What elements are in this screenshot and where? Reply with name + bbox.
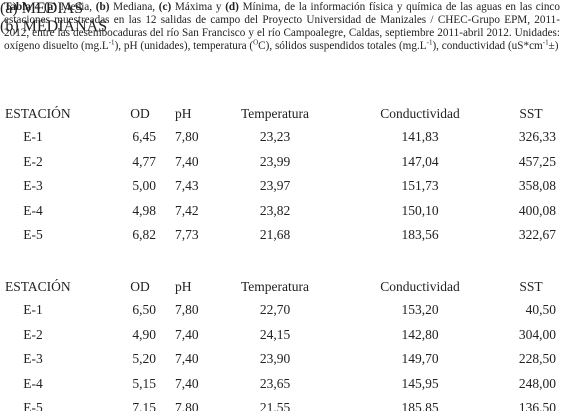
table-cell: 136,50 — [518, 400, 556, 411]
table-cell: 153,20 — [401, 302, 439, 317]
table-cell: E-5 — [23, 227, 43, 243]
table-cell: 23,82 — [259, 202, 291, 218]
section-bar: (a) MEDIAS — [0, 0, 84, 17]
table-cell: 326,33 — [518, 129, 556, 144]
table-cell: 457,25 — [518, 153, 556, 169]
caption-run: ±) — [548, 39, 559, 52]
table-cell: 7,40 — [175, 351, 199, 367]
caption-run: -1 — [108, 37, 115, 46]
table-cell: 7,42 — [175, 202, 199, 218]
table-cell: 24,15 — [259, 326, 291, 342]
caption-run: Mínima, de la información física y quími… — [4, 1, 560, 52]
table-cell: 248,00 — [518, 375, 556, 391]
table-cell: 5,00 — [132, 178, 156, 194]
table-cell: 145,95 — [401, 375, 439, 391]
table-cell: 21,68 — [259, 227, 291, 243]
table-cell: 149,70 — [401, 351, 439, 367]
table-cell: 21,55 — [259, 400, 291, 411]
header-cell: Conductividad — [380, 106, 460, 121]
caption-run: Media, — [56, 1, 96, 13]
table-cell: 147,04 — [401, 153, 439, 169]
table-cell: E-3 — [23, 351, 43, 367]
table-cell: 23,23 — [259, 129, 291, 144]
table-cell: E-5 — [23, 400, 43, 411]
caption-run: O — [253, 37, 259, 46]
table-cell: 142,80 — [401, 326, 439, 342]
table-cell: 7,15 — [132, 400, 156, 411]
table-cell: 228,50 — [518, 351, 556, 367]
header-cell: Temperatura — [240, 106, 310, 121]
caption-run: C), sólidos suspendidos totales (mg.L — [258, 39, 427, 52]
table-cell: 7,73 — [175, 227, 199, 243]
table-cell: 7,80 — [175, 400, 199, 411]
header-cell: ESTACIÓN — [5, 106, 71, 121]
table-cell: 22,70 — [259, 302, 291, 317]
caption-run: -1 — [542, 37, 549, 46]
table-cell: E-4 — [23, 202, 43, 218]
header-cell: OD — [130, 106, 150, 121]
caption-run: Mediana, — [109, 1, 159, 13]
table-cell: 7,43 — [175, 178, 199, 194]
header-cell: OD — [130, 279, 150, 294]
table-cell: 141,83 — [401, 129, 439, 144]
table-cell: E-1 — [23, 302, 43, 317]
section-bar: (b) MEDIANAS — [0, 18, 108, 35]
table-cell: 185,85 — [401, 400, 439, 411]
caption-run: -1 — [426, 37, 433, 46]
header-cell: pH — [175, 279, 192, 294]
table-cell: 4,98 — [132, 202, 156, 218]
header-cell: SST — [519, 106, 543, 121]
table-cell: 23,99 — [259, 153, 291, 169]
caption-run: Tabla 4 (a) — [4, 1, 57, 13]
caption-run: ), pH (unidades), temperatura ( — [114, 39, 254, 52]
table-cell: E-1 — [23, 129, 43, 144]
header-cell: Conductividad — [380, 279, 460, 294]
table-cell: 6,82 — [132, 227, 156, 243]
table-cell: 400,08 — [518, 202, 556, 218]
header-cell: Temperatura — [240, 279, 310, 294]
table-cell: E-3 — [23, 178, 43, 194]
table-cell: 6,50 — [132, 302, 156, 317]
header-cell: pH — [175, 106, 192, 121]
table-cell: 5,15 — [132, 375, 156, 391]
caption-run: (c) — [158, 1, 172, 13]
table-cell: 150,10 — [401, 202, 439, 218]
header-cell: ESTACIÓN — [5, 279, 71, 294]
header-cell: SST — [519, 279, 543, 294]
table-cell: 40,50 — [525, 302, 556, 317]
caption-run: Máxima y — [171, 1, 226, 13]
table-cell: 7,80 — [175, 302, 199, 317]
table-cell: 7,40 — [175, 326, 199, 342]
table-cell: 4,77 — [132, 153, 156, 169]
table-cell: 4,90 — [132, 326, 156, 342]
table-cell: 151,73 — [401, 178, 439, 194]
table-cell: 5,20 — [132, 351, 156, 367]
table-cell: 7,40 — [175, 153, 199, 169]
caption-run: (b) — [95, 1, 110, 13]
table-cell: E-2 — [23, 153, 43, 169]
table-cell: 358,08 — [518, 178, 556, 194]
caption-run: ), conductividad (uS*cm — [432, 39, 543, 52]
table-cell: 304,00 — [518, 326, 556, 342]
table-cell: 6,45 — [132, 129, 156, 144]
table-cell: E-4 — [23, 375, 43, 391]
caption: Tabla 4 (a) Media, (b) Mediana, (c) Máxi… — [4, 1, 560, 53]
table-cell: 23,90 — [259, 351, 291, 367]
table-cell: 7,80 — [175, 129, 199, 144]
table-cell: 322,67 — [518, 227, 556, 243]
table-cell: E-2 — [23, 326, 43, 342]
table-cell: 23,97 — [259, 178, 291, 194]
caption-run: (d) — [225, 1, 239, 13]
table-cell: 23,65 — [259, 375, 291, 391]
table-cell: 183,56 — [401, 227, 439, 243]
table-cell: 7,40 — [175, 375, 199, 391]
